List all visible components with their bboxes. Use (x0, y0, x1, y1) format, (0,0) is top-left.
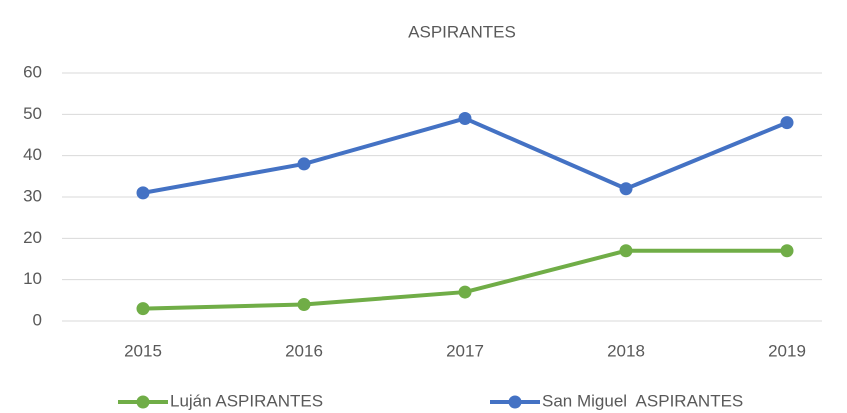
data-point (458, 111, 472, 125)
data-point (780, 244, 794, 258)
data-point (619, 244, 633, 258)
x-tick-label: 2017 (446, 341, 484, 360)
x-tick-label: 2016 (285, 341, 323, 360)
legend-label: Luján ASPIRANTES (170, 391, 323, 410)
data-point (136, 186, 150, 200)
data-point (297, 297, 311, 311)
y-tick-label: 60 (23, 62, 42, 81)
y-tick-label: 50 (23, 104, 42, 123)
y-tick-label: 10 (23, 269, 42, 288)
x-tick-label: 2015 (124, 341, 162, 360)
y-tick-label: 30 (23, 186, 42, 205)
legend-label: San Miguel ASPIRANTES (542, 391, 743, 410)
data-point (780, 116, 794, 130)
y-tick-label: 20 (23, 228, 42, 247)
legend-marker (136, 395, 150, 409)
chart-title: ASPIRANTES (408, 22, 516, 41)
x-tick-label: 2019 (768, 341, 806, 360)
y-tick-label: 0 (33, 310, 42, 329)
data-point (458, 285, 472, 299)
data-point (136, 302, 150, 316)
y-tick-label: 40 (23, 145, 42, 164)
data-point (619, 182, 633, 196)
x-tick-label: 2018 (607, 341, 645, 360)
data-point (297, 157, 311, 171)
legend-marker (508, 395, 522, 409)
